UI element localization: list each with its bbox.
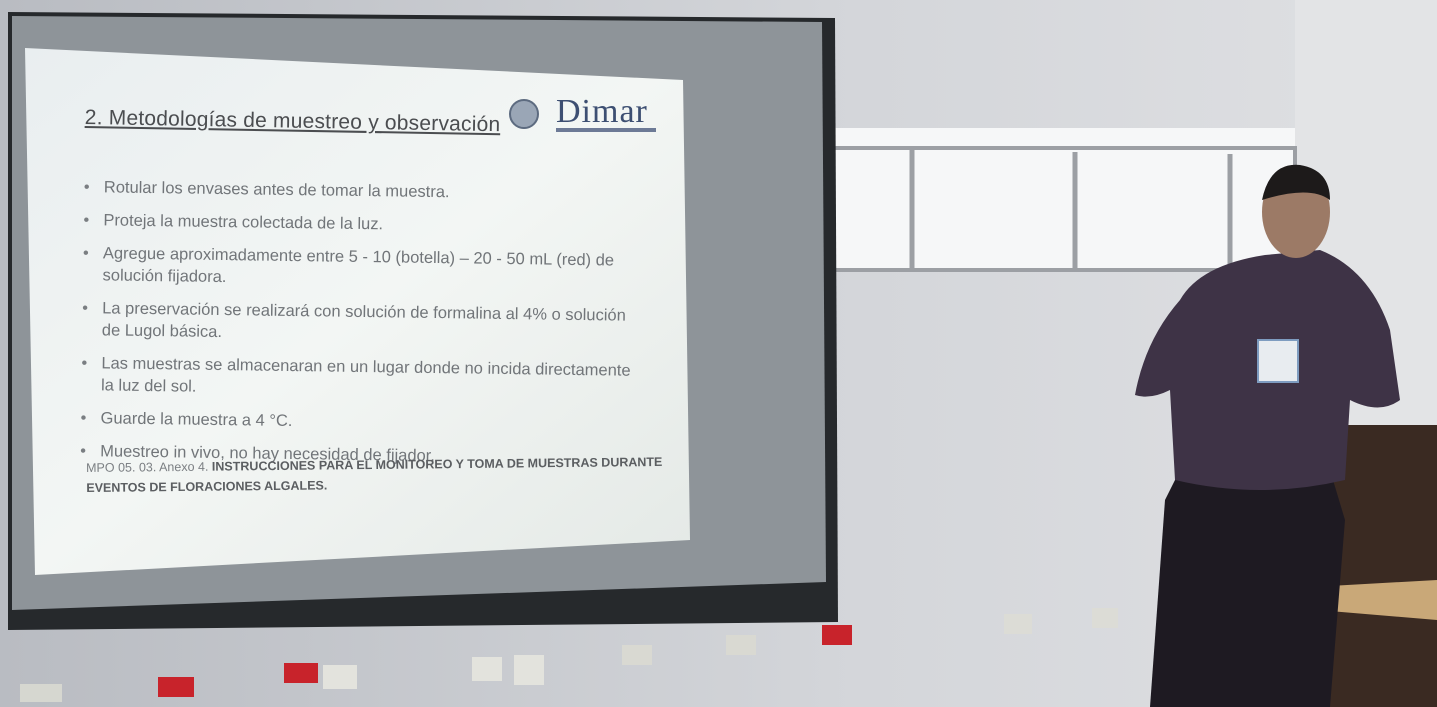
bullet: Rotular los envases antes de tomar la mu…: [78, 176, 648, 206]
logo-text: Dimar: [556, 93, 648, 131]
bullet: Agregue aproximadamente entre 5 - 10 (bo…: [76, 242, 647, 294]
bullet: Guarde la muestra a 4 °C.: [74, 407, 644, 437]
bullet: Las muestras se almacenaran en un lugar …: [75, 352, 646, 404]
photo: {"slide": { "title": "2. Metodologías de…: [0, 0, 1437, 707]
bullet-list: Rotular los envases antes de tomar la mu…: [74, 176, 648, 481]
slide-title: 2. Metodologías de muestreo y observació…: [85, 106, 501, 137]
bullet: Proteja la muestra colectada de la luz.: [77, 209, 647, 239]
slide-content: 2. Metodologías de muestreo y observació…: [0, 0, 1437, 707]
reference-code: MPO 05. 03. Anexo 4.: [86, 460, 208, 475]
bullet: La preservación se realizará con solució…: [76, 297, 647, 349]
reference: MPO 05. 03. Anexo 4. INSTRUCCIONES PARA …: [86, 452, 666, 498]
